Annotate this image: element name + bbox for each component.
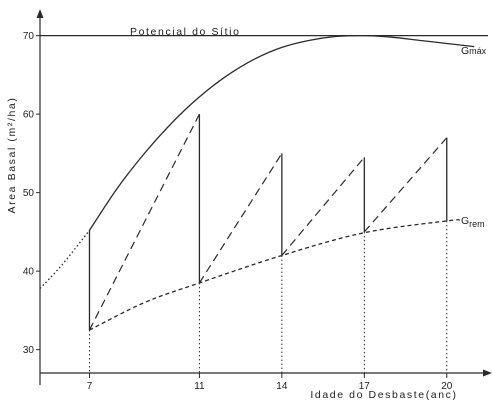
x-tick-label-17: 17 bbox=[359, 381, 371, 392]
y-tick-label-60: 60 bbox=[23, 110, 35, 121]
y-axis-arrow-icon bbox=[36, 9, 44, 18]
x-tick-label-7: 7 bbox=[87, 381, 93, 392]
growth-segment-1 bbox=[88, 113, 200, 331]
x-tick-label-20: 20 bbox=[441, 381, 453, 392]
site-potential-label: Potencial do Sítio bbox=[130, 26, 241, 38]
x-tick-label-11: 11 bbox=[194, 381, 205, 392]
gmax-label: Gmáx bbox=[461, 45, 487, 57]
grem-label-main: G bbox=[461, 215, 469, 227]
y-tick-label-40: 40 bbox=[23, 267, 35, 278]
gmax-extension-dotted bbox=[39, 229, 90, 289]
x-tick-label-14: 14 bbox=[276, 381, 288, 392]
gmax-label-main: G bbox=[461, 45, 469, 57]
gmax-label-sub: máx bbox=[469, 46, 487, 56]
y-axis-title: Area Basal (m²/ha) bbox=[6, 97, 18, 214]
grem-label: Grem bbox=[461, 215, 485, 229]
y-tick-label-70: 70 bbox=[23, 31, 35, 42]
growth-segment-4 bbox=[363, 137, 448, 233]
gmax-curve bbox=[88, 34, 475, 231]
grem-label-sub: rem bbox=[469, 219, 485, 229]
y-tick-label-50: 50 bbox=[23, 188, 35, 199]
y-tick-label-30: 30 bbox=[23, 345, 35, 356]
x-axis-arrow-icon bbox=[483, 369, 492, 377]
grem-curve bbox=[89, 219, 461, 331]
growth-segment-3 bbox=[281, 156, 365, 256]
growth-segment-2 bbox=[198, 153, 283, 284]
x-axis-title: Idade do Desbaste(anc) bbox=[310, 389, 457, 401]
